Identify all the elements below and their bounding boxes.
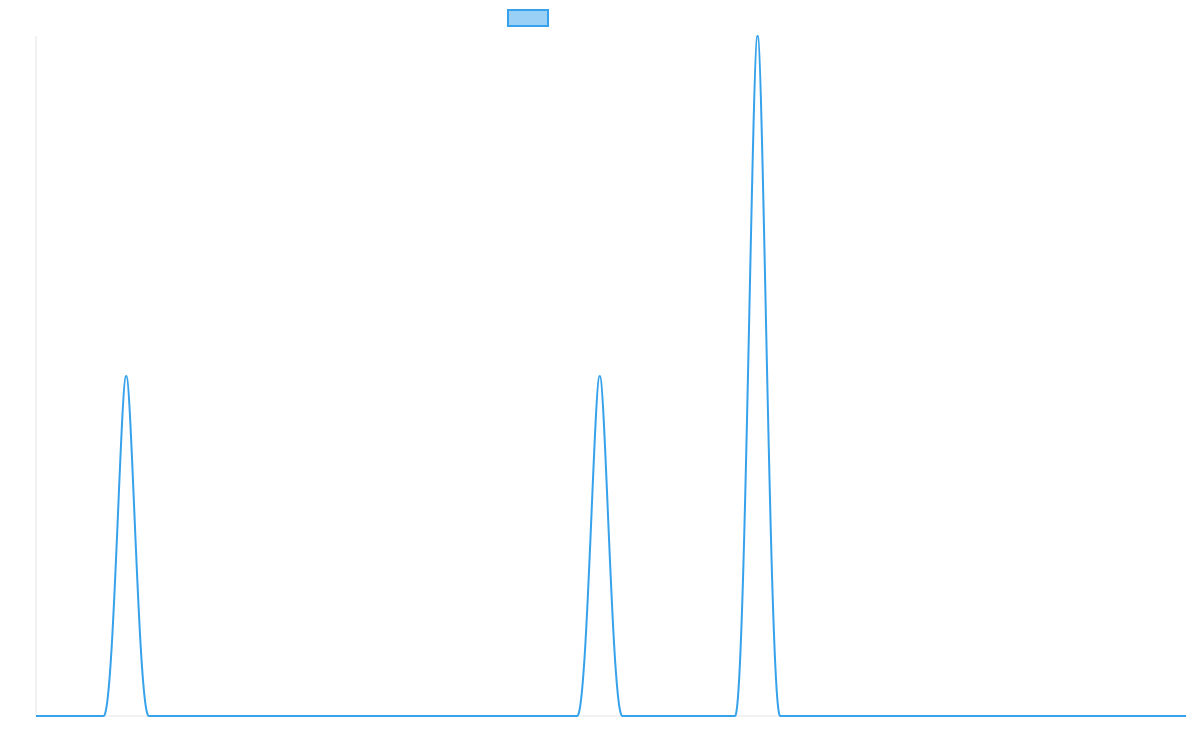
series-line[interactable] [36, 35, 1186, 717]
data-point[interactable] [1183, 713, 1189, 719]
legend[interactable] [507, 9, 549, 27]
data-point[interactable] [33, 713, 39, 719]
data-point[interactable] [619, 713, 625, 719]
data-point[interactable] [732, 713, 738, 719]
data-point[interactable] [597, 373, 603, 379]
data-point[interactable] [755, 33, 761, 39]
axes [35, 36, 1186, 717]
data-point[interactable] [574, 713, 580, 719]
data-point[interactable] [777, 713, 783, 719]
series-layer [33, 33, 1189, 719]
data-point[interactable] [146, 713, 152, 719]
legend-swatch[interactable] [507, 9, 549, 27]
data-point[interactable] [123, 373, 129, 379]
data-point[interactable] [101, 713, 107, 719]
